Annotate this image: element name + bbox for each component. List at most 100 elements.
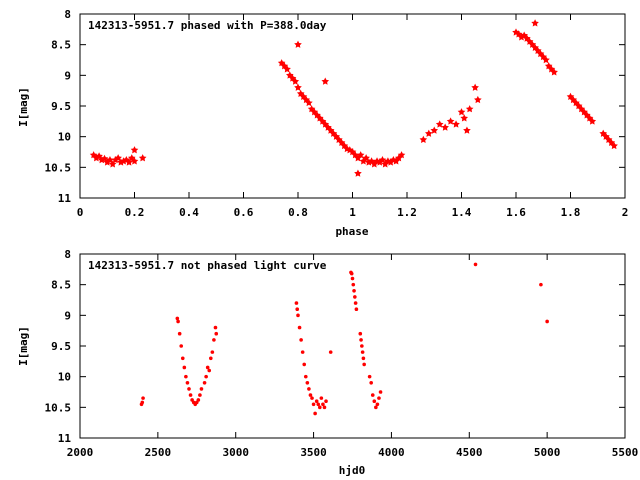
data-point: [397, 151, 406, 159]
data-points: [89, 19, 618, 177]
data-point: [354, 169, 362, 177]
data-point: [300, 350, 305, 354]
data-point: [119, 157, 128, 165]
data-point: [354, 307, 359, 312]
data-point: [419, 135, 428, 143]
x-tick-label: 1.4: [452, 206, 472, 219]
data-point: [328, 350, 333, 354]
y-axis-label: I[mag]: [17, 326, 30, 366]
data-point: [545, 319, 549, 324]
data-point: [446, 117, 455, 125]
y-tick-label: 11: [58, 432, 72, 445]
data-point: [430, 126, 439, 134]
data-point: [213, 325, 218, 330]
x-axis-label: phase: [335, 225, 368, 238]
data-points: [139, 262, 549, 416]
data-point: [375, 158, 384, 166]
data-point: [188, 393, 193, 397]
data-point: [374, 405, 378, 410]
data-point: [354, 154, 362, 162]
data-point: [297, 325, 302, 330]
data-point: [435, 120, 444, 128]
data-point: [138, 154, 147, 162]
data-point: [356, 151, 365, 159]
data-point: [175, 316, 180, 321]
x-tick-label: 3500: [300, 446, 327, 459]
data-point: [460, 114, 469, 122]
x-tick-label: 0.6: [234, 206, 254, 219]
y-tick-label: 9.5: [51, 100, 71, 113]
data-point: [307, 387, 311, 391]
x-tick-label: 5500: [612, 446, 639, 459]
data-point: [204, 374, 208, 379]
chart-title: 142313-5951.7 not phased light curve: [88, 259, 327, 272]
data-point: [310, 396, 314, 400]
data-point: [283, 65, 291, 73]
data-point: [125, 158, 133, 166]
data-point: [202, 381, 207, 385]
data-point: [473, 262, 478, 267]
data-point: [212, 338, 216, 342]
data-point: [375, 402, 380, 407]
data-point: [313, 411, 317, 416]
x-tick-label: 2500: [145, 446, 172, 459]
data-point: [367, 374, 372, 379]
data-point: [302, 362, 307, 367]
data-point: [207, 368, 212, 373]
data-point: [209, 356, 213, 361]
data-point: [362, 362, 366, 367]
data-point: [352, 289, 356, 293]
data-point: [180, 356, 185, 361]
y-tick-label: 10.5: [45, 161, 72, 174]
x-tick-label: 3000: [222, 446, 249, 459]
data-point: [588, 117, 597, 125]
data-point: [179, 344, 184, 348]
data-point: [103, 158, 112, 166]
data-point: [108, 160, 117, 168]
data-point: [370, 160, 379, 168]
data-point: [185, 381, 190, 385]
data-point: [463, 126, 471, 134]
data-point: [351, 282, 356, 287]
data-point: [610, 141, 618, 150]
data-point: [372, 399, 377, 404]
data-point: [177, 331, 182, 336]
y-tick-label: 10.5: [45, 401, 72, 414]
data-point: [539, 282, 543, 287]
data-point: [531, 19, 539, 27]
data-point: [130, 157, 139, 165]
x-tick-label: 0.8: [288, 206, 308, 219]
y-tick-label: 9: [64, 309, 71, 322]
data-point: [295, 307, 300, 312]
x-tick-label: 2: [622, 206, 629, 219]
data-point: [465, 105, 474, 113]
data-point: [303, 374, 308, 379]
data-point: [359, 338, 363, 342]
axis-ticks: 0 0.2 0.4 0.6 0.8 1 1.2 1.4 1.6 1.8 2 8 8.5 9 9.5 10 10.…: [45, 8, 629, 219]
data-point: [314, 399, 319, 404]
x-axis-label: hjd0: [339, 464, 366, 477]
data-point: [425, 129, 433, 137]
data-point: [184, 374, 188, 379]
data-point: [471, 83, 479, 91]
data-point: [296, 313, 300, 318]
y-axis-label: I[mag]: [17, 87, 30, 127]
data-point: [106, 155, 114, 164]
data-point: [294, 301, 299, 305]
x-tick-label: 1.6: [506, 206, 526, 219]
data-point: [378, 390, 383, 394]
data-point: [358, 331, 363, 336]
data-point: [321, 402, 325, 407]
y-tick-label: 10: [58, 131, 71, 144]
data-point: [369, 381, 373, 385]
data-point: [198, 393, 202, 397]
data-point: [362, 154, 370, 162]
plot-frame: [79, 13, 626, 199]
data-point: [187, 387, 191, 391]
data-point: [305, 98, 313, 107]
y-tick-label: 8.5: [51, 39, 71, 52]
y-tick-label: 10: [58, 371, 71, 384]
y-tick-label: 8: [64, 248, 71, 261]
y-tick-label: 8.5: [51, 279, 71, 292]
